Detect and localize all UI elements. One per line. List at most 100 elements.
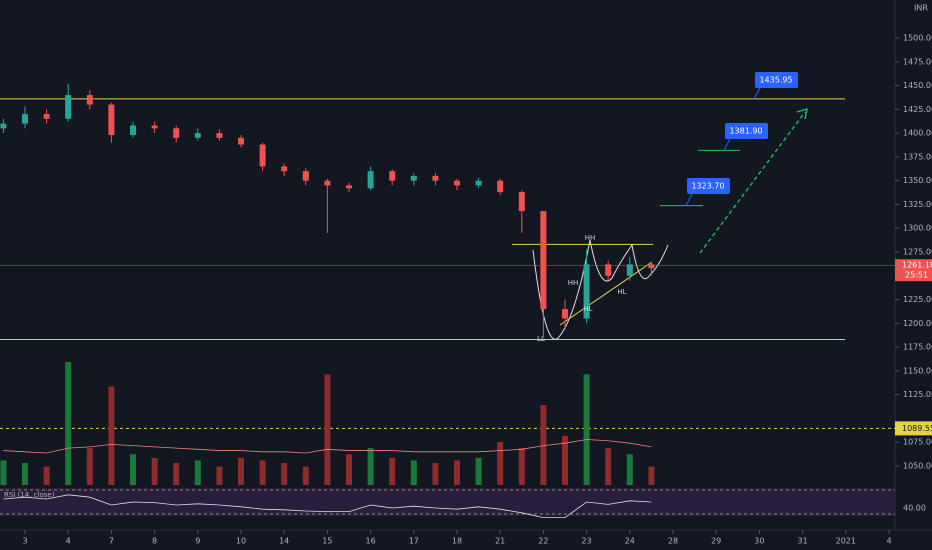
volume-bar xyxy=(43,466,50,485)
candle-body xyxy=(22,114,28,124)
volume-bar xyxy=(238,457,244,485)
candle-body xyxy=(454,180,460,186)
y-tick-label: 1275.00 xyxy=(903,248,932,257)
candle-body xyxy=(130,125,136,136)
volume-bar xyxy=(454,460,460,485)
x-tick-label: 17 xyxy=(409,537,419,546)
rsi-line xyxy=(3,494,652,518)
volume-bar xyxy=(259,460,266,485)
x-tick-label: 14 xyxy=(279,537,289,546)
candle-body xyxy=(238,137,244,145)
pattern-label: LL xyxy=(537,335,545,343)
last-price-box xyxy=(895,259,932,282)
pattern-label: HL xyxy=(617,288,626,296)
candle-body xyxy=(216,133,223,138)
x-tick-label: 7 xyxy=(109,537,114,546)
candle-body xyxy=(281,166,288,172)
volume-bar xyxy=(281,462,288,485)
y-tick-label: 1375.00 xyxy=(903,152,932,161)
volume-bar xyxy=(540,405,547,485)
volume-bar xyxy=(389,457,396,485)
pattern-label: HL xyxy=(583,305,592,313)
candle-body xyxy=(648,264,655,269)
volume-bar xyxy=(410,460,417,485)
callout-stem xyxy=(753,85,762,100)
x-tick-label: 31 xyxy=(798,537,808,546)
candle-body xyxy=(605,264,612,276)
x-tick-label: 16 xyxy=(366,537,376,546)
volume-bar xyxy=(626,454,633,485)
candle-body xyxy=(540,211,547,310)
candle-body xyxy=(302,171,309,181)
volume-bar xyxy=(648,466,655,485)
y-tick-label: 1075.00 xyxy=(903,438,932,447)
y-tick-label: 1475.00 xyxy=(903,57,932,66)
candle-body xyxy=(518,192,525,212)
currency: INR xyxy=(914,4,928,13)
x-tick-label: 10 xyxy=(236,537,246,546)
candle-body xyxy=(410,175,417,181)
volume-bar xyxy=(432,462,439,485)
volume-ma xyxy=(3,439,652,454)
y-tick-label: 1450.00 xyxy=(903,81,932,90)
x-tick-label: 15 xyxy=(322,537,332,546)
target-arrow xyxy=(699,111,806,254)
last-price: 1261.10 xyxy=(902,261,932,270)
y-tick-label: 1225.00 xyxy=(903,295,932,304)
candle-body xyxy=(194,133,201,138)
callout xyxy=(755,72,798,88)
callout-stem xyxy=(685,191,694,206)
volume-bar xyxy=(324,374,331,485)
volume-level-box xyxy=(895,421,932,436)
x-tick-label: 9 xyxy=(195,537,200,546)
y-tick-label: 1325.00 xyxy=(903,200,932,209)
callout-label: 1435.95 xyxy=(759,76,792,85)
volume-bar xyxy=(173,462,180,485)
x-tick-label: 22 xyxy=(538,537,548,546)
callout-label: 1323.70 xyxy=(691,182,724,191)
x-tick-label: 4 xyxy=(66,537,71,546)
x-tick-label: 2021 xyxy=(836,537,856,546)
rsi-tick-label: 40.00 xyxy=(903,504,926,513)
callout xyxy=(725,123,768,139)
candle-body xyxy=(367,171,374,189)
candle-body xyxy=(389,171,396,181)
countdown: 25:51 xyxy=(905,271,928,280)
volume-bar xyxy=(302,466,309,485)
volume-bar xyxy=(518,448,525,485)
candle-body xyxy=(43,114,50,119)
candle-body xyxy=(0,123,7,129)
trendline xyxy=(559,261,653,326)
x-tick-label: 28 xyxy=(668,537,678,546)
y-tick-label: 1150.00 xyxy=(903,366,932,375)
volume-bar xyxy=(130,454,136,485)
y-tick-label: 1050.00 xyxy=(903,462,932,471)
candle-body xyxy=(562,309,568,319)
candle-body xyxy=(432,175,439,181)
x-tick-label: 30 xyxy=(754,537,764,546)
pattern-label: HH xyxy=(568,279,579,287)
candle-body xyxy=(475,180,482,186)
y-tick-label: 1125.00 xyxy=(903,390,932,399)
x-tick-label: 24 xyxy=(625,537,635,546)
y-tick-label: 1425.00 xyxy=(903,105,932,114)
volume-bar xyxy=(65,362,72,485)
y-tick-label: 1300.00 xyxy=(903,224,932,233)
candle-body xyxy=(259,144,266,167)
candle-body xyxy=(108,104,115,136)
volume-bar xyxy=(497,441,504,485)
volume-bar xyxy=(367,448,374,485)
volume-bar xyxy=(151,457,158,485)
volume-bar xyxy=(216,466,223,485)
candle-body xyxy=(497,180,504,193)
candle-body xyxy=(86,95,93,105)
volume-bar xyxy=(346,454,352,485)
callout xyxy=(687,178,730,194)
candle-body xyxy=(626,264,633,276)
pattern-label: HH xyxy=(585,234,596,242)
volume-bar xyxy=(108,386,115,485)
callout-label: 1381.90 xyxy=(729,127,762,136)
candle-body xyxy=(583,264,590,319)
x-tick-label: 23 xyxy=(582,537,592,546)
